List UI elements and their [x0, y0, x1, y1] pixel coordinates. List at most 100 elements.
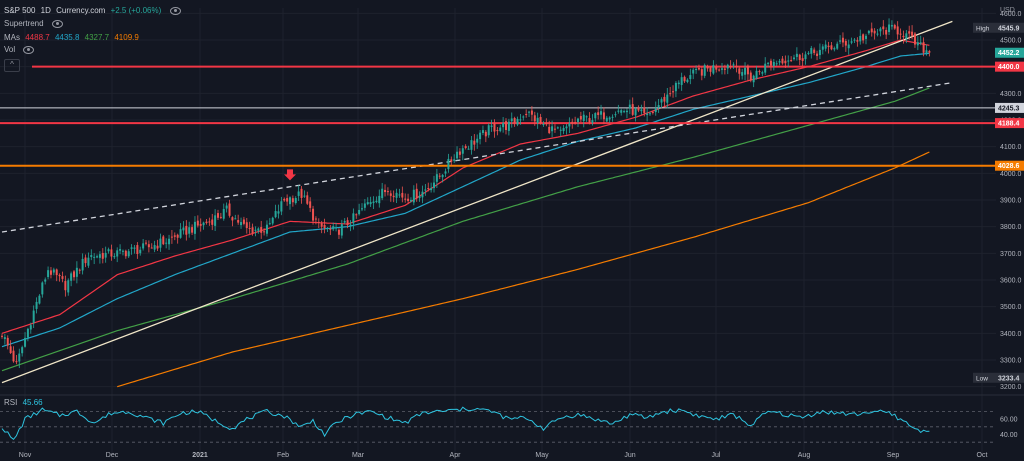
- candle-body: [640, 109, 643, 112]
- x-tick-label: Jun: [624, 452, 635, 459]
- candle-body: [300, 188, 303, 198]
- candle-body: [703, 65, 706, 76]
- candle-body: [577, 118, 579, 122]
- y-tick-label: 3500.0: [1000, 304, 1022, 311]
- y-tick-label: 3200.0: [1000, 384, 1022, 391]
- candle-body: [816, 53, 819, 57]
- candle-body: [726, 64, 729, 69]
- candle-body: [824, 44, 827, 49]
- y-tick-label: 4300.0: [1000, 91, 1022, 98]
- supertrend-label: Supertrend: [4, 19, 44, 28]
- candle-body: [165, 242, 168, 244]
- candle-body: [185, 225, 188, 235]
- candle-body: [651, 111, 654, 113]
- candle-body: [551, 126, 554, 132]
- price-badge-value: 4545.9: [998, 25, 1020, 32]
- candles-group: [1, 18, 931, 369]
- candle-body: [395, 192, 398, 198]
- candle-body: [407, 198, 410, 202]
- rsi-legend: RSI 45.66: [4, 398, 46, 408]
- candle-body: [810, 48, 813, 54]
- candle-body: [620, 110, 623, 113]
- candle-body: [237, 220, 240, 223]
- rsi-line: [1, 406, 930, 440]
- candle-body: [715, 66, 718, 70]
- candle-body: [271, 217, 274, 224]
- candle-body: [363, 203, 366, 208]
- candle-body: [438, 175, 441, 177]
- candle-body: [240, 222, 243, 226]
- candle-body: [677, 82, 680, 85]
- candle-body: [856, 40, 859, 42]
- candle-body: [225, 205, 228, 209]
- candle-body: [12, 350, 15, 362]
- candle-body: [787, 60, 790, 62]
- price-badge-value: 4400.0: [998, 64, 1020, 71]
- mas-legend: MAs 4488.7 4435.8 4327.7 4109.9: [4, 33, 142, 43]
- candle-body: [623, 111, 626, 113]
- candle-body: [882, 26, 885, 30]
- candle-body: [481, 130, 484, 133]
- candle-body: [628, 104, 631, 109]
- candle-body: [49, 270, 52, 275]
- candle-body: [384, 189, 387, 193]
- candle-body: [294, 197, 297, 204]
- candle-body: [193, 221, 196, 234]
- candle-body: [490, 125, 493, 128]
- candle-body: [38, 295, 41, 304]
- ma-long-line: [117, 151, 930, 388]
- candle-body: [245, 222, 248, 229]
- candle-body: [424, 189, 427, 191]
- eye-icon[interactable]: [51, 19, 63, 28]
- candle-body: [291, 198, 294, 203]
- candle-body: [286, 198, 289, 202]
- candle-body: [764, 63, 767, 73]
- candle-body: [456, 151, 459, 159]
- candle-body: [303, 195, 306, 197]
- candle-body: [433, 182, 435, 189]
- candle-body: [761, 72, 764, 74]
- source-label: Currency.com: [56, 6, 106, 15]
- candle-body: [398, 194, 401, 196]
- candle-body: [841, 37, 844, 43]
- candle-body: [309, 201, 312, 208]
- candle-body: [205, 221, 208, 224]
- candle-body: [421, 191, 424, 198]
- eye-icon[interactable]: [23, 45, 35, 54]
- candle-body: [594, 113, 597, 119]
- candle-body: [738, 68, 741, 74]
- price-badge-bg: [995, 61, 1024, 72]
- candle-body: [6, 337, 9, 346]
- candle-body: [41, 282, 44, 295]
- candle-body: [24, 337, 27, 347]
- candle-body: [297, 191, 300, 196]
- candle-body: [87, 257, 90, 266]
- candle-body: [902, 35, 905, 38]
- candle-body: [850, 41, 853, 43]
- candle-body: [793, 57, 795, 60]
- candle-body: [617, 110, 620, 112]
- candle-body: [695, 68, 698, 71]
- candle-body: [464, 146, 467, 149]
- eye-icon[interactable]: [169, 6, 181, 15]
- candle-body: [847, 44, 850, 49]
- candle-body: [919, 42, 922, 44]
- ma-mid-value: 4435.8: [54, 33, 80, 42]
- candle-body: [499, 127, 502, 132]
- candle-body: [343, 221, 346, 223]
- candle-body: [643, 107, 646, 113]
- candle-body: [827, 45, 830, 48]
- candle-body: [257, 228, 260, 231]
- candle-body: [389, 193, 392, 196]
- candle-body: [614, 114, 617, 116]
- candle-body: [680, 77, 683, 85]
- supertrend-legend: Supertrend: [4, 19, 66, 29]
- candle-body: [415, 188, 418, 199]
- x-tick-label: 2021: [192, 452, 208, 459]
- candle-body: [839, 40, 842, 42]
- candle-body: [602, 112, 605, 120]
- candle-body: [101, 252, 104, 259]
- collapse-legend-button[interactable]: ^: [4, 59, 20, 72]
- candle-body: [862, 34, 865, 41]
